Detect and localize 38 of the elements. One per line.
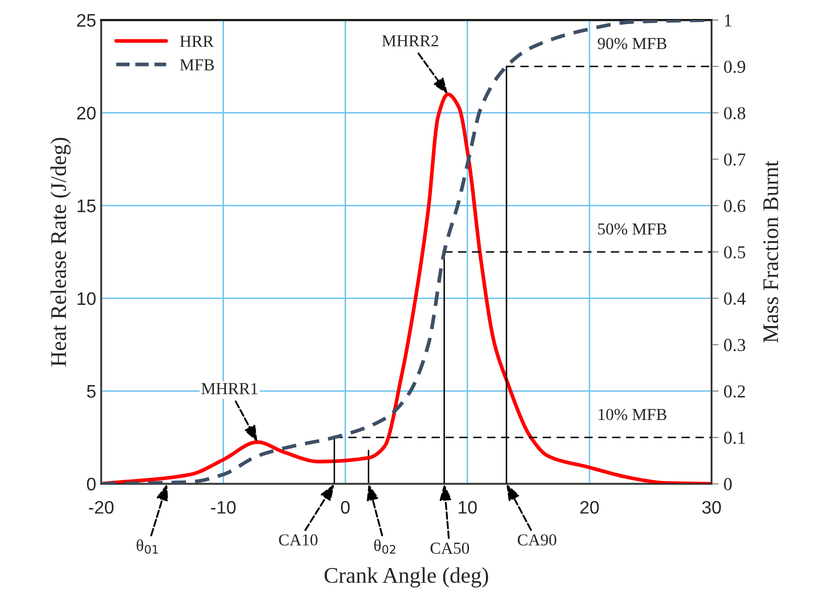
x-axis-title: Crank Angle (deg) — [324, 567, 488, 588]
ref-line-label: 10% MFB — [598, 408, 666, 420]
y2-tick-label: 0.6 — [724, 200, 746, 212]
x-tick-label: -10 — [211, 500, 236, 514]
y-axis-title: Heat Release Rate (J/deg) — [50, 138, 71, 366]
y-tick-label: 20 — [77, 106, 96, 120]
y-tick-label: 15 — [78, 200, 96, 212]
y2-axis-title: Mass Fraction Burnt — [763, 160, 778, 343]
x-tick-label: -20 — [88, 500, 114, 514]
ref-line-label: 50% MFB — [598, 223, 666, 235]
y2-tick-label: 0.9 — [724, 60, 746, 73]
y2-tick-label: 0.7 — [724, 153, 746, 166]
annotation: θ$_{02}$ — [374, 539, 396, 554]
annotation: θ$_{01}$ — [136, 539, 158, 554]
y2-tick-label: 0 — [724, 478, 732, 490]
legend-label: HRR — [180, 36, 214, 47]
y2-tick-label: 0.5 — [724, 246, 746, 258]
annotation: MHRR2 — [382, 35, 438, 46]
y-tick-label: 10 — [78, 292, 96, 306]
y2-tick-label: 0.4 — [724, 292, 746, 305]
y2-tick-label: 0.1 — [724, 432, 745, 444]
annotation: CA50 — [430, 542, 470, 554]
x-tick-label: 20 — [580, 500, 599, 514]
y-tick-label: 25 — [77, 14, 96, 27]
annotation: MHRR1 — [201, 383, 258, 394]
legend-label: MFB — [180, 59, 214, 70]
y2-tick-label: 0.8 — [724, 107, 746, 120]
ref-line-label: 90% MFB — [598, 38, 666, 50]
annotation: CA10 — [279, 534, 318, 546]
x-tick-label: 10 — [458, 500, 477, 514]
y2-tick-label: 0.3 — [724, 338, 746, 352]
y-tick-label: 5 — [87, 385, 96, 398]
y-tick-label: 0 — [86, 478, 96, 491]
annotation: CA90 — [518, 534, 556, 546]
y2-tick-label: 0.2 — [724, 385, 745, 398]
y2-tick-label: 1 — [724, 14, 732, 26]
x-tick-label: 0 — [341, 500, 350, 514]
x-tick-label: 30 — [702, 500, 721, 514]
